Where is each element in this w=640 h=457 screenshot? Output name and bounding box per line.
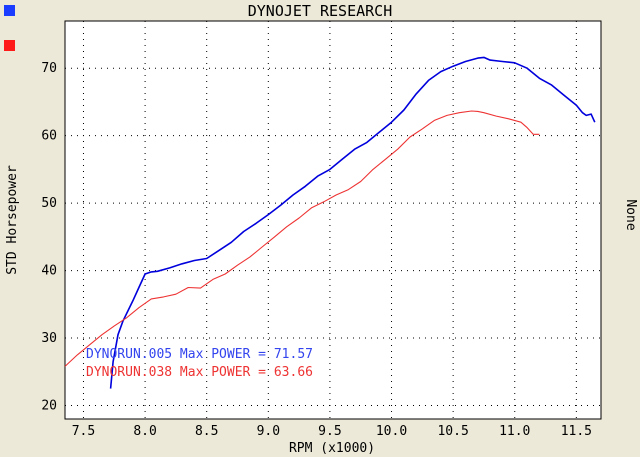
annotation-run-038: DYNORUN.038 Max POWER = 63.66	[86, 365, 313, 380]
gridlines	[65, 21, 601, 419]
x-tick-label: 10.0	[376, 424, 407, 439]
x-tick-label: 8.5	[195, 424, 218, 439]
chart-title: DYNOJET RESEARCH	[248, 2, 393, 20]
x-tick-label: 8.0	[133, 424, 156, 439]
x-tick-label: 9.0	[257, 424, 280, 439]
y-tick-label: 70	[41, 61, 57, 76]
y-axis-label: STD Horsepower	[5, 165, 20, 275]
y-tick-label: 30	[41, 331, 57, 346]
legend-swatch-blue	[4, 5, 15, 16]
tick-labels: 7.5 8.0 8.5 9.0 9.5 10.0 10.5 11.0 11.5 20 30 40 50 6…	[41, 61, 592, 439]
series-line-1	[109, 56, 596, 389]
series-line-2	[64, 110, 540, 367]
y-tick-label: 20	[41, 399, 57, 414]
legend-swatch-red	[4, 40, 15, 51]
x-tick-label: 11.0	[499, 424, 530, 439]
y-tick-label: 50	[41, 196, 57, 211]
x-axis-label: RPM (x1000)	[289, 441, 375, 456]
plot-area	[64, 20, 602, 420]
y2-axis-label: None	[623, 199, 638, 230]
x-tick-label: 9.5	[318, 424, 341, 439]
y-tick-label: 40	[41, 264, 57, 279]
x-tick-label: 7.5	[72, 424, 95, 439]
x-tick-label: 11.5	[561, 424, 592, 439]
y-tick-label: 60	[41, 129, 57, 144]
series-lines	[64, 56, 596, 389]
annotation-run-005: DYNORUN.005 Max POWER = 71.57	[86, 347, 313, 362]
x-tick-label: 10.5	[437, 424, 468, 439]
